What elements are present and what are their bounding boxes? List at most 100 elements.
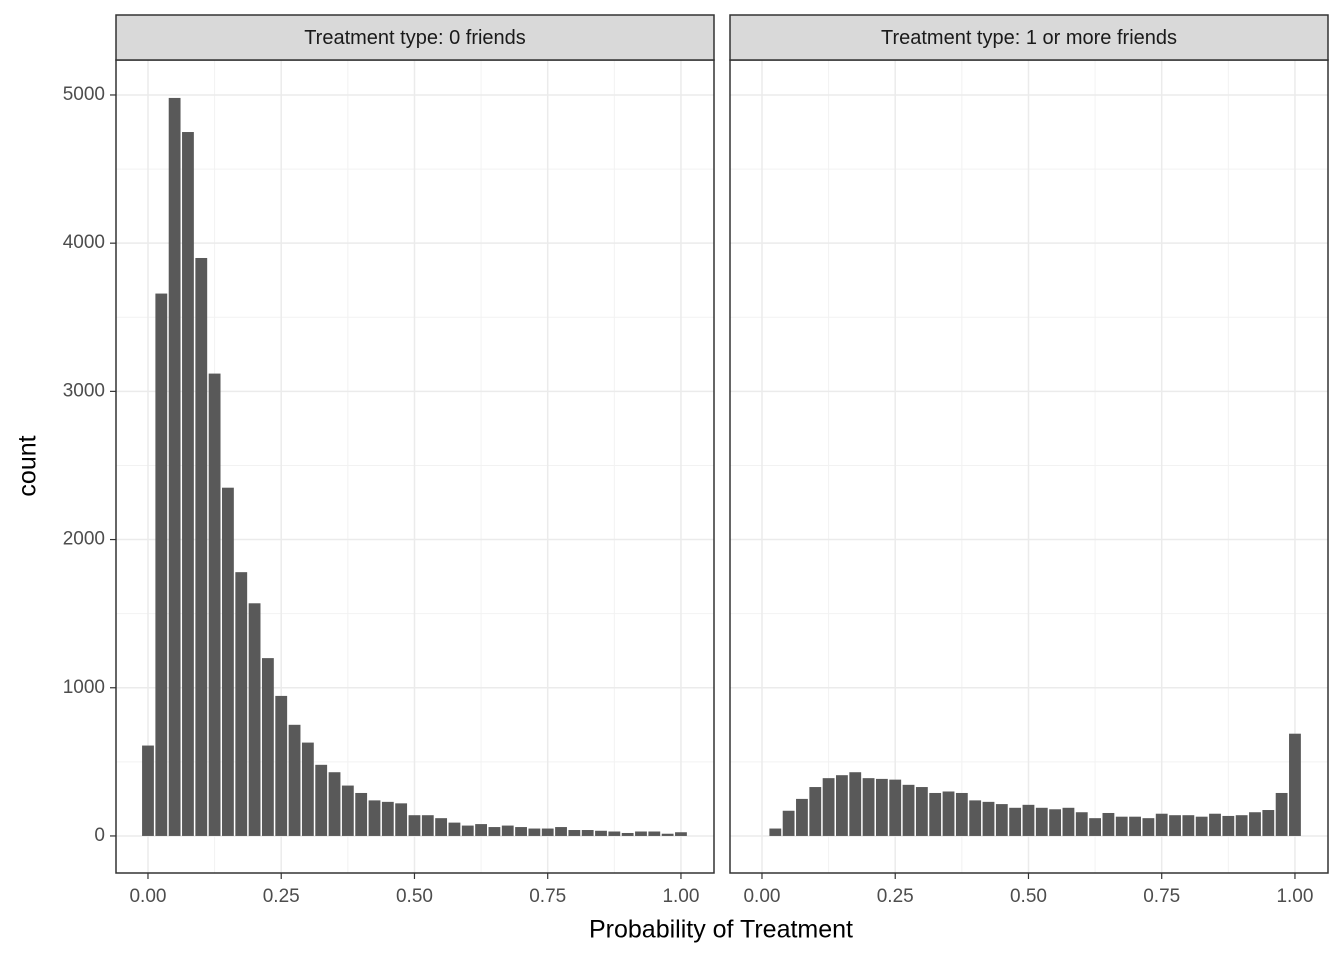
y-tick-label: 2000	[63, 529, 105, 550]
bar	[1235, 815, 1248, 836]
bar	[929, 792, 942, 836]
y-tick-label: 4000	[63, 232, 105, 253]
bar	[621, 832, 634, 836]
bar	[1075, 812, 1088, 836]
y-tick-label: 5000	[63, 84, 105, 105]
bar	[261, 658, 274, 836]
bar	[381, 801, 394, 836]
bar	[488, 827, 501, 836]
bar	[608, 831, 621, 836]
bar	[595, 830, 607, 836]
bar	[515, 827, 527, 836]
x-tick-label: 0.00	[743, 886, 780, 907]
bar	[769, 828, 782, 836]
bar	[408, 815, 421, 836]
bar	[1035, 807, 1048, 836]
x-tick-label: 0.00	[129, 886, 166, 907]
bar	[1155, 813, 1168, 836]
bar	[248, 603, 261, 836]
bar	[541, 828, 554, 836]
bar	[1182, 815, 1195, 836]
x-tick-label: 0.25	[877, 886, 914, 907]
bar	[969, 800, 982, 836]
bar	[635, 831, 647, 836]
bar	[796, 798, 808, 836]
y-axis-title: count	[14, 435, 42, 496]
x-tick-label: 1.00	[662, 886, 699, 907]
bar	[288, 724, 301, 836]
bar	[155, 293, 168, 836]
bar	[368, 800, 381, 836]
bar	[501, 825, 514, 836]
bar	[435, 818, 448, 836]
bar	[1089, 818, 1102, 836]
bar	[648, 831, 661, 836]
bar	[1262, 810, 1275, 836]
bar	[235, 572, 248, 836]
bar	[461, 825, 474, 836]
x-tick-label: 0.25	[263, 886, 300, 907]
bar	[208, 373, 221, 836]
strip	[729, 14, 1329, 61]
bar	[395, 803, 408, 836]
bar	[222, 487, 234, 836]
x-tick-label: 0.50	[1010, 886, 1047, 907]
bar	[1142, 818, 1155, 836]
bar	[341, 785, 354, 836]
bar	[822, 778, 835, 836]
bar	[915, 787, 928, 836]
bar	[195, 257, 208, 836]
bar	[809, 787, 822, 836]
bar	[1049, 809, 1062, 836]
bar	[1062, 807, 1075, 836]
bar	[1275, 792, 1288, 836]
bar	[1222, 815, 1235, 836]
x-tick-label: 0.50	[396, 886, 433, 907]
bar	[661, 833, 674, 836]
bar	[836, 775, 848, 836]
bar	[528, 828, 541, 836]
y-tick-label: 3000	[63, 380, 105, 401]
x-tick-label: 0.75	[1143, 886, 1180, 907]
y-tick-label: 1000	[63, 677, 105, 698]
bar	[1102, 812, 1115, 836]
bar	[301, 742, 314, 836]
strip-label: Treatment type: 1 or more friends	[881, 27, 1177, 49]
bar	[1022, 804, 1035, 836]
strip	[115, 14, 715, 61]
bar	[875, 778, 888, 836]
bar	[355, 792, 368, 836]
bar	[421, 815, 434, 836]
bar	[568, 830, 581, 836]
bar	[782, 810, 795, 836]
x-axis-title: Probability of Treatment	[589, 916, 853, 944]
bar	[475, 824, 488, 836]
bar	[849, 772, 862, 836]
bar	[1195, 816, 1208, 836]
bar	[1289, 733, 1301, 836]
bar	[142, 745, 154, 836]
bar	[955, 792, 968, 836]
bar	[315, 764, 328, 836]
bar	[182, 132, 194, 836]
strip-label: Treatment type: 0 friends	[304, 27, 526, 49]
bar	[982, 801, 995, 836]
bar	[995, 804, 1008, 836]
bar	[1249, 812, 1261, 836]
bar	[675, 832, 687, 836]
bar	[942, 791, 955, 836]
y-tick-label: 0	[94, 825, 105, 846]
x-tick-label: 1.00	[1276, 886, 1313, 907]
bar	[1209, 813, 1221, 836]
bar	[328, 772, 341, 836]
bar	[448, 822, 461, 836]
bar	[581, 830, 594, 836]
bar	[1129, 816, 1141, 836]
bar	[1115, 816, 1128, 836]
bar	[862, 778, 875, 836]
bar	[1009, 807, 1022, 836]
bar	[555, 827, 567, 836]
bar	[168, 97, 181, 836]
bar	[1169, 815, 1181, 836]
